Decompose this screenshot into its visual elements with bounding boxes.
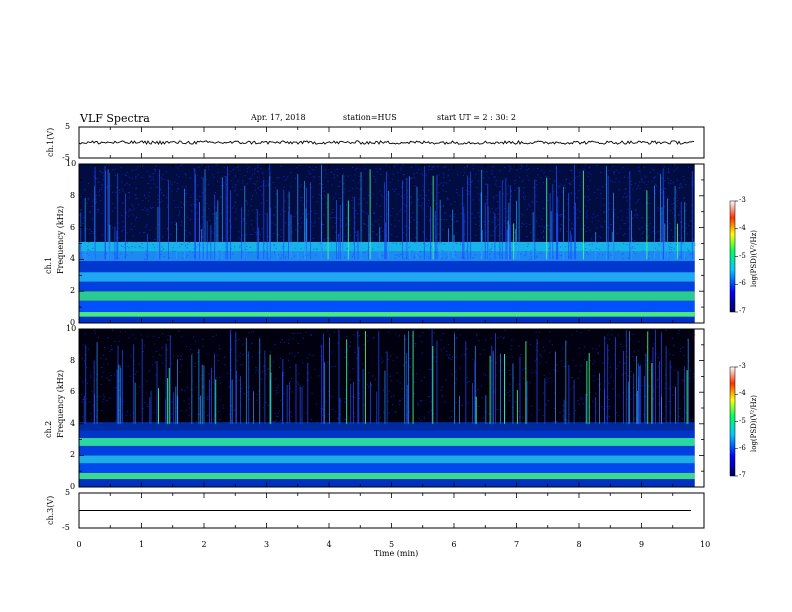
ch2-band-6: [79, 430, 695, 439]
ch1v-ylabel: ch.1(V): [46, 127, 55, 157]
ch1-colorbar-label-2: -5: [739, 251, 746, 260]
ch1-band-5: [79, 272, 695, 282]
ch1-colorbar-label-4: -7: [739, 307, 746, 315]
time-tick-label-10: 10: [700, 540, 711, 549]
ch2-colorbar-label-0: -3: [739, 362, 746, 370]
figure-title: VLF Spectra: [80, 112, 150, 125]
start-time-label: start UT = 2 : 30: 2: [437, 113, 516, 122]
ch2-colorbar-label-4: -7: [739, 471, 746, 479]
ch2-band-7: [79, 422, 695, 431]
ch2-band-5: [79, 438, 695, 446]
ch2-band-2: [79, 463, 695, 473]
ch1v-ytick-max: 5: [65, 122, 71, 131]
ch2-channel-label: ch.2: [44, 420, 53, 438]
ch2-band-1: [79, 472, 695, 480]
ch2-colorbar-title: log(PSD)(V²/Hz): [750, 394, 758, 452]
ch1-band-3: [79, 291, 695, 301]
ch3v-ytick-min: -5: [62, 523, 70, 532]
ch1v-ytick-min: -5: [62, 153, 70, 162]
ch1-band-6: [79, 260, 695, 273]
x-axis-label: Time (min): [374, 549, 419, 558]
freq-tick-label-1-10: 10: [66, 159, 77, 168]
ch1-band-0: [79, 313, 695, 323]
ch2-colorbar-label-1: -4: [739, 389, 746, 398]
ch1-ylabel: Frequency (kHz): [56, 205, 65, 274]
time-tick-label-0: 0: [76, 540, 82, 549]
ch2-band-3: [79, 455, 695, 464]
ch1-band-2: [79, 300, 695, 312]
time-tick-label-8: 8: [576, 540, 582, 549]
date-label: Apr. 17, 2018: [251, 113, 306, 122]
ch1-band-1: [79, 311, 695, 317]
freq-tick-label-1-2: 2: [70, 286, 76, 296]
ch1-colorbar: [729, 200, 736, 313]
freq-tick-label-2-8: 8: [70, 355, 76, 365]
freq-tick-label-2-0: 0: [70, 482, 76, 491]
ch2-ylabel: Frequency (kHz): [56, 369, 65, 438]
freq-tick-label-2-2: 2: [70, 450, 76, 460]
ch3v-ytick-max: 5: [65, 488, 71, 497]
freq-tick-label-1-8: 8: [70, 190, 76, 200]
station-label: station=HUS: [343, 113, 397, 122]
ch2-colorbar-label-2: -5: [739, 416, 746, 425]
time-tick-label-5: 5: [389, 540, 395, 549]
time-tick-label-6: 6: [451, 540, 457, 549]
ch1-colorbar-label-0: -3: [739, 196, 746, 204]
ch2-colorbar: [729, 366, 736, 477]
ch1-colorbar-label-1: -4: [739, 223, 746, 232]
ch1-colorbar-title: log(PSD)(V²/Hz): [750, 229, 758, 287]
freq-tick-label-2-10: 10: [66, 324, 77, 333]
ch1-colorbar-label-3: -6: [739, 279, 746, 288]
ch2-colorbar-label-3: -6: [739, 443, 746, 452]
ch1-channel-label: ch.1: [44, 256, 53, 274]
time-tick-label-9: 9: [639, 540, 645, 549]
freq-tick-label-2-6: 6: [70, 387, 76, 397]
time-tick-label-4: 4: [326, 540, 332, 549]
ch1-band-4: [79, 281, 695, 292]
time-tick-label-2: 2: [201, 540, 207, 549]
freq-tick-label-1-4: 4: [70, 254, 76, 264]
ch1v-waveform: [78, 139, 695, 146]
time-tick-label-7: 7: [514, 540, 520, 549]
ch2-band-0: [79, 479, 695, 487]
time-tick-label-1: 1: [139, 540, 145, 549]
freq-tick-label-2-4: 4: [70, 418, 76, 428]
freq-tick-label-1-6: 6: [70, 222, 76, 232]
ch3v-ylabel: ch.3(V): [46, 495, 55, 525]
freq-tick-label-1-0: 0: [70, 318, 76, 327]
ch2-band-4: [79, 445, 695, 456]
time-tick-label-3: 3: [264, 540, 270, 549]
